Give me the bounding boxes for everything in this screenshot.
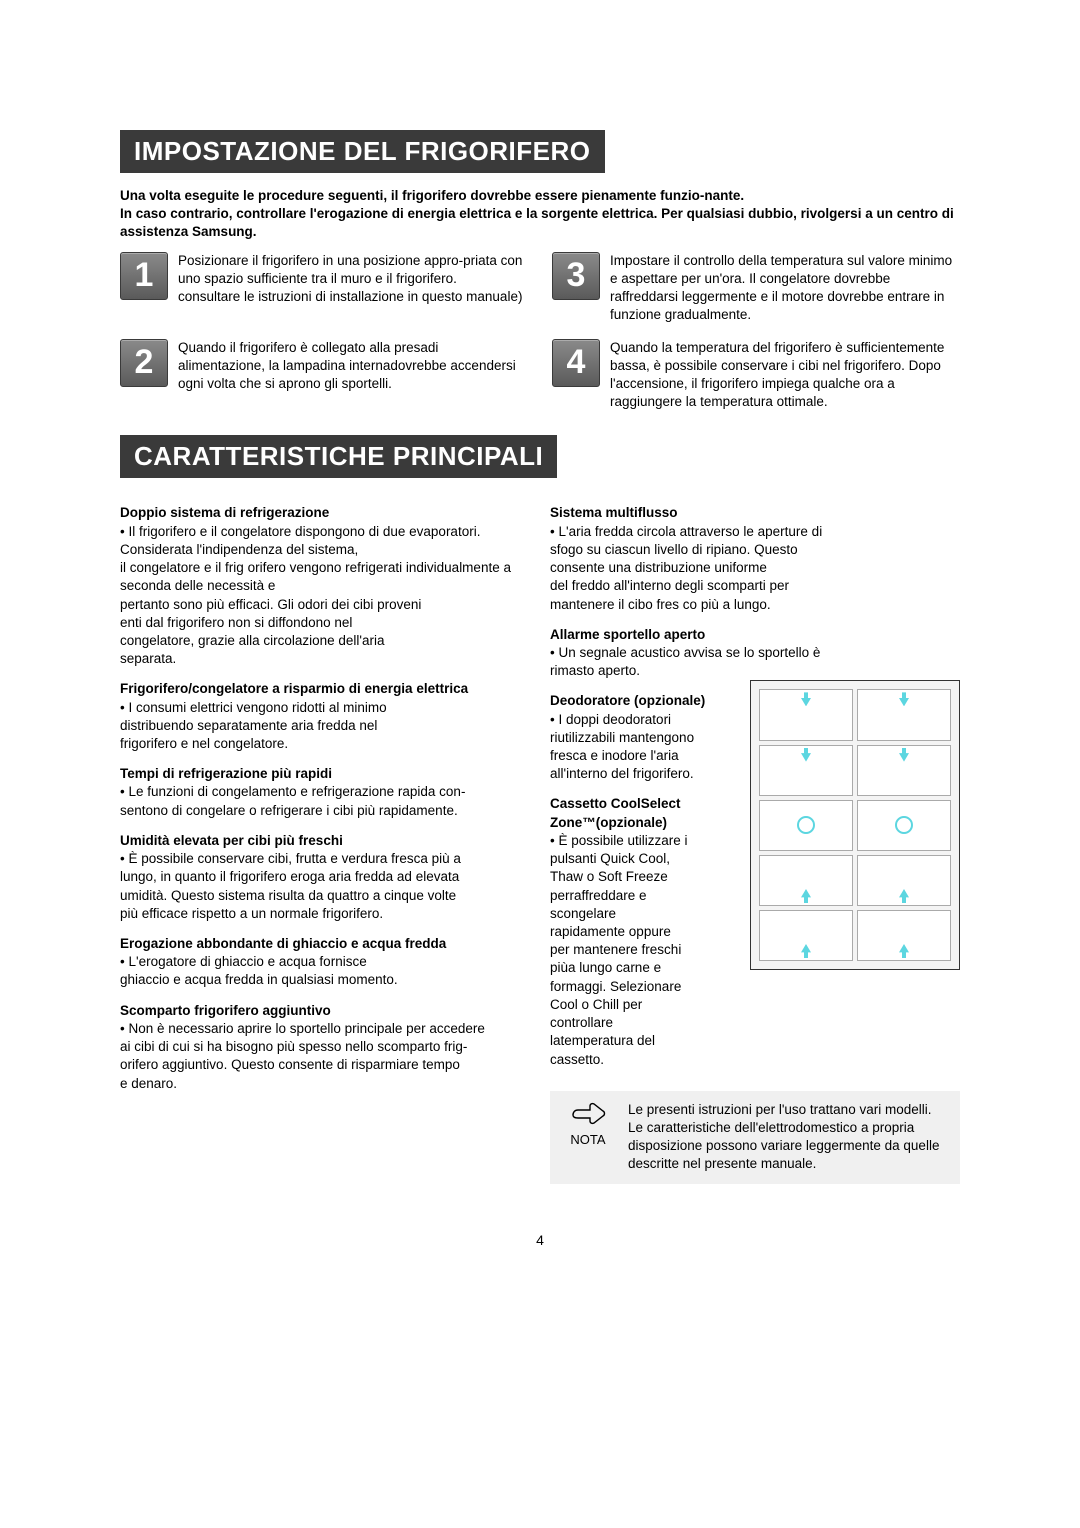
diagram-compartments (759, 689, 951, 961)
step-1: 1 Posizionare il frigorifero in una posi… (120, 252, 528, 325)
feat-r2-body: • I doppi deodoratori riutilizzabili man… (550, 711, 740, 784)
feat-l3-body: • È possibile conservare cibi, frutta e … (120, 850, 530, 923)
feat-l5-body: • Non è necessario aprire lo sportello p… (120, 1020, 530, 1093)
fridge-airflow-diagram (750, 680, 960, 970)
feat-l0-body: • Il frigorifero e il congelatore dispon… (120, 523, 530, 669)
step-text-3: Impostare il controllo della temperatura… (610, 252, 960, 325)
note-text: Le presenti istruzioni per l'uso trattan… (628, 1101, 948, 1174)
feat-r2-title: Deodoratore (opzionale) (550, 692, 740, 710)
step-4: 4 Quando la temperatura del frigorifero … (552, 339, 960, 412)
pointing-hand-icon (570, 1101, 606, 1127)
steps-grid: 1 Posizionare il frigorifero in una posi… (120, 252, 960, 412)
diagram-left-side (759, 689, 853, 961)
feat-l2-title: Tempi di refrigerazione più rapidi (120, 765, 530, 783)
section2-title-wrap: CARATTERISTICHE PRINCIPALI (120, 435, 960, 492)
section2-title: CARATTERISTICHE PRINCIPALI (120, 435, 557, 478)
step-2: 2 Quando il frigorifero è collegato alla… (120, 339, 528, 412)
feat-l3-title: Umidità elevata per cibi più freschi (120, 832, 530, 850)
feat-l5-title: Scomparto frigorifero aggiuntivo (120, 1002, 530, 1020)
section1-title-wrap: IMPOSTAZIONE DEL FRIGORIFERO (120, 130, 960, 187)
note-label: NOTA (570, 1131, 605, 1149)
step-3: 3 Impostare il controllo della temperatu… (552, 252, 960, 325)
feat-l4-body: • L'erogatore di ghiaccio e acqua fornis… (120, 953, 530, 989)
diagram-right-side (857, 689, 951, 961)
feat-r0-body: • L'aria fredda circola attraverso le ap… (550, 523, 960, 614)
right-text-col: Deodoratore (opzionale) • I doppi deodor… (550, 680, 740, 1068)
step-text-4: Quando la temperatura del frigorifero è … (610, 339, 960, 412)
feat-r1-body: • Un segnale acustico avvisa se lo sport… (550, 644, 960, 680)
note-icon-col: NOTA (562, 1101, 614, 1149)
features-right-col: Sistema multiflusso • L'aria fredda circ… (550, 492, 960, 1183)
note-box: NOTA Le presenti istruzioni per l'uso tr… (550, 1091, 960, 1184)
step-badge-2: 2 (120, 339, 168, 387)
feat-r3-title: Cassetto CoolSelect Zone™(opzionale) (550, 795, 740, 831)
section1-title: IMPOSTAZIONE DEL FRIGORIFERO (120, 130, 605, 173)
feat-r3-body: • È possibile utilizzare i pulsanti Quic… (550, 832, 740, 1069)
feat-l0-title: Doppio sistema di refrigerazione (120, 504, 530, 522)
feat-l4-title: Erogazione abbondante di ghiaccio e acqu… (120, 935, 530, 953)
step-badge-3: 3 (552, 252, 600, 300)
features-left-col: Doppio sistema di refrigerazione • Il fr… (120, 492, 530, 1183)
feat-r1-title: Allarme sportello aperto (550, 626, 960, 644)
feat-l1-body: • I consumi elettrici vengono ridotti al… (120, 699, 530, 754)
step-badge-4: 4 (552, 339, 600, 387)
right-with-diagram: Deodoratore (opzionale) • I doppi deodor… (550, 680, 960, 1068)
features-grid: Doppio sistema di refrigerazione • Il fr… (120, 492, 960, 1183)
feat-l2-body: • Le funzioni di congelamento e refriger… (120, 783, 530, 819)
step-text-1: Posizionare il frigorifero in una posizi… (178, 252, 528, 307)
page-number: 4 (120, 1232, 960, 1248)
manual-page: IMPOSTAZIONE DEL FRIGORIFERO Una volta e… (0, 0, 1080, 1308)
feat-l1-title: Frigorifero/congelatore a risparmio di e… (120, 680, 530, 698)
step-text-2: Quando il frigorifero è collegato alla p… (178, 339, 528, 394)
step-badge-1: 1 (120, 252, 168, 300)
section1-intro: Una volta eseguite le procedure seguenti… (120, 187, 960, 242)
feat-r0-title: Sistema multiflusso (550, 504, 960, 522)
